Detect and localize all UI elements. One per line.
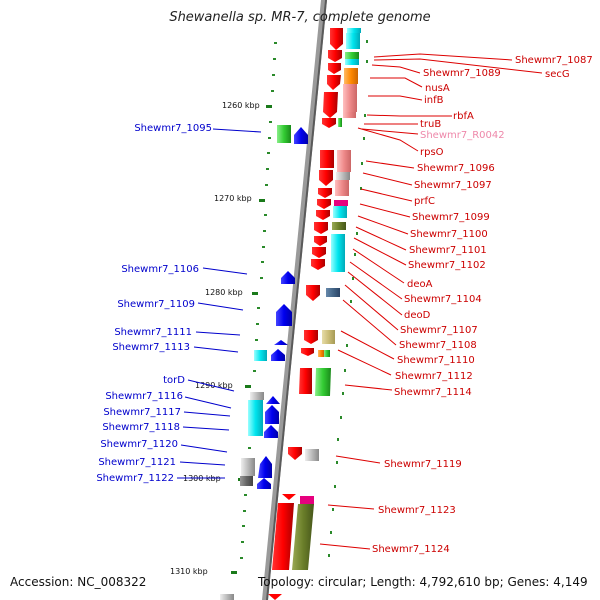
label-trub: truB <box>420 119 441 130</box>
label-shewmr7-1116: Shewmr7_1116 <box>105 391 183 402</box>
label-deod: deoD <box>404 310 431 321</box>
scale-dots <box>240 40 368 559</box>
label-shewmr7-1124: Shewmr7_1124 <box>372 544 450 555</box>
right-labels: Shewmr7_1087 secG Shewmr7_1089 nusA infB… <box>372 55 593 555</box>
label-shewmr7-1087: Shewmr7_1087 <box>515 55 593 66</box>
label-shewmr7-r0042: Shewmr7_R0042 <box>420 130 505 141</box>
label-secg: secG <box>545 69 570 80</box>
left-labels: Shewmr7_1095 Shewmr7_1106 Shewmr7_1109 S… <box>96 123 212 484</box>
label-prfc: prfC <box>414 196 435 207</box>
label-shewmr7-1110: Shewmr7_1110 <box>397 355 475 366</box>
scale-labels: 1260 kbp 1270 kbp 1280 kbp 1290 kbp 1300… <box>170 101 260 576</box>
label-shewmr7-1101: Shewmr7_1101 <box>409 245 487 256</box>
label-shewmr7-1109: Shewmr7_1109 <box>117 299 195 310</box>
label-shewmr7-1102: Shewmr7_1102 <box>408 260 486 271</box>
label-rpso: rpsO <box>420 147 444 158</box>
label-shewmr7-1089: Shewmr7_1089 <box>423 68 501 79</box>
label-shewmr7-1120: Shewmr7_1120 <box>100 439 178 450</box>
label-nusa: nusA <box>425 83 450 94</box>
right-strand-features <box>220 28 361 600</box>
left-leader-lines <box>177 128 262 479</box>
genome-backbone <box>262 0 327 600</box>
label-shewmr7-1099: Shewmr7_1099 <box>412 212 490 223</box>
label-shewmr7-1114: Shewmr7_1114 <box>394 387 472 398</box>
label-shewmr7-1112: Shewmr7_1112 <box>395 371 473 382</box>
label-shewmr7-1106: Shewmr7_1106 <box>121 264 199 275</box>
label-deoa: deoA <box>407 279 433 290</box>
label-shewmr7-1095: Shewmr7_1095 <box>134 123 212 134</box>
left-strand-features <box>240 125 308 489</box>
scale-ticks <box>231 105 272 574</box>
scale-label-1290: 1290 kbp <box>195 381 233 390</box>
right-leader-lines <box>319 53 543 550</box>
label-shewmr7-1108: Shewmr7_1108 <box>399 340 477 351</box>
label-shewmr7-1104: Shewmr7_1104 <box>404 294 482 305</box>
label-shewmr7-1096: Shewmr7_1096 <box>417 163 495 174</box>
label-shewmr7-1111: Shewmr7_1111 <box>114 327 192 338</box>
label-shewmr7-1122: Shewmr7_1122 <box>96 473 174 484</box>
accession-text: Accession: NC_008322 <box>10 575 147 589</box>
label-shewmr7-1121: Shewmr7_1121 <box>98 457 176 468</box>
scale-label-1280: 1280 kbp <box>205 288 243 297</box>
label-shewmr7-1100: Shewmr7_1100 <box>410 229 488 240</box>
label-shewmr7-1097: Shewmr7_1097 <box>414 180 492 191</box>
label-shewmr7-1119: Shewmr7_1119 <box>384 459 462 470</box>
label-shewmr7-1107: Shewmr7_1107 <box>400 325 478 336</box>
label-rbfa: rbfA <box>453 111 474 122</box>
scale-label-1310: 1310 kbp <box>170 567 208 576</box>
label-shewmr7-1117: Shewmr7_1117 <box>103 407 181 418</box>
label-shewmr7-1123: Shewmr7_1123 <box>378 505 456 516</box>
label-shewmr7-1118: Shewmr7_1118 <box>102 422 180 433</box>
label-tord: torD <box>163 375 185 386</box>
scale-label-1260: 1260 kbp <box>222 101 260 110</box>
label-infb: infB <box>424 95 444 106</box>
label-shewmr7-1113: Shewmr7_1113 <box>112 342 190 353</box>
genome-summary-text: Topology: circular; Length: 4,792,610 bp… <box>258 575 588 589</box>
map-title: Shewanella sp. MR-7, complete genome <box>169 10 431 25</box>
scale-label-1270: 1270 kbp <box>214 194 252 203</box>
